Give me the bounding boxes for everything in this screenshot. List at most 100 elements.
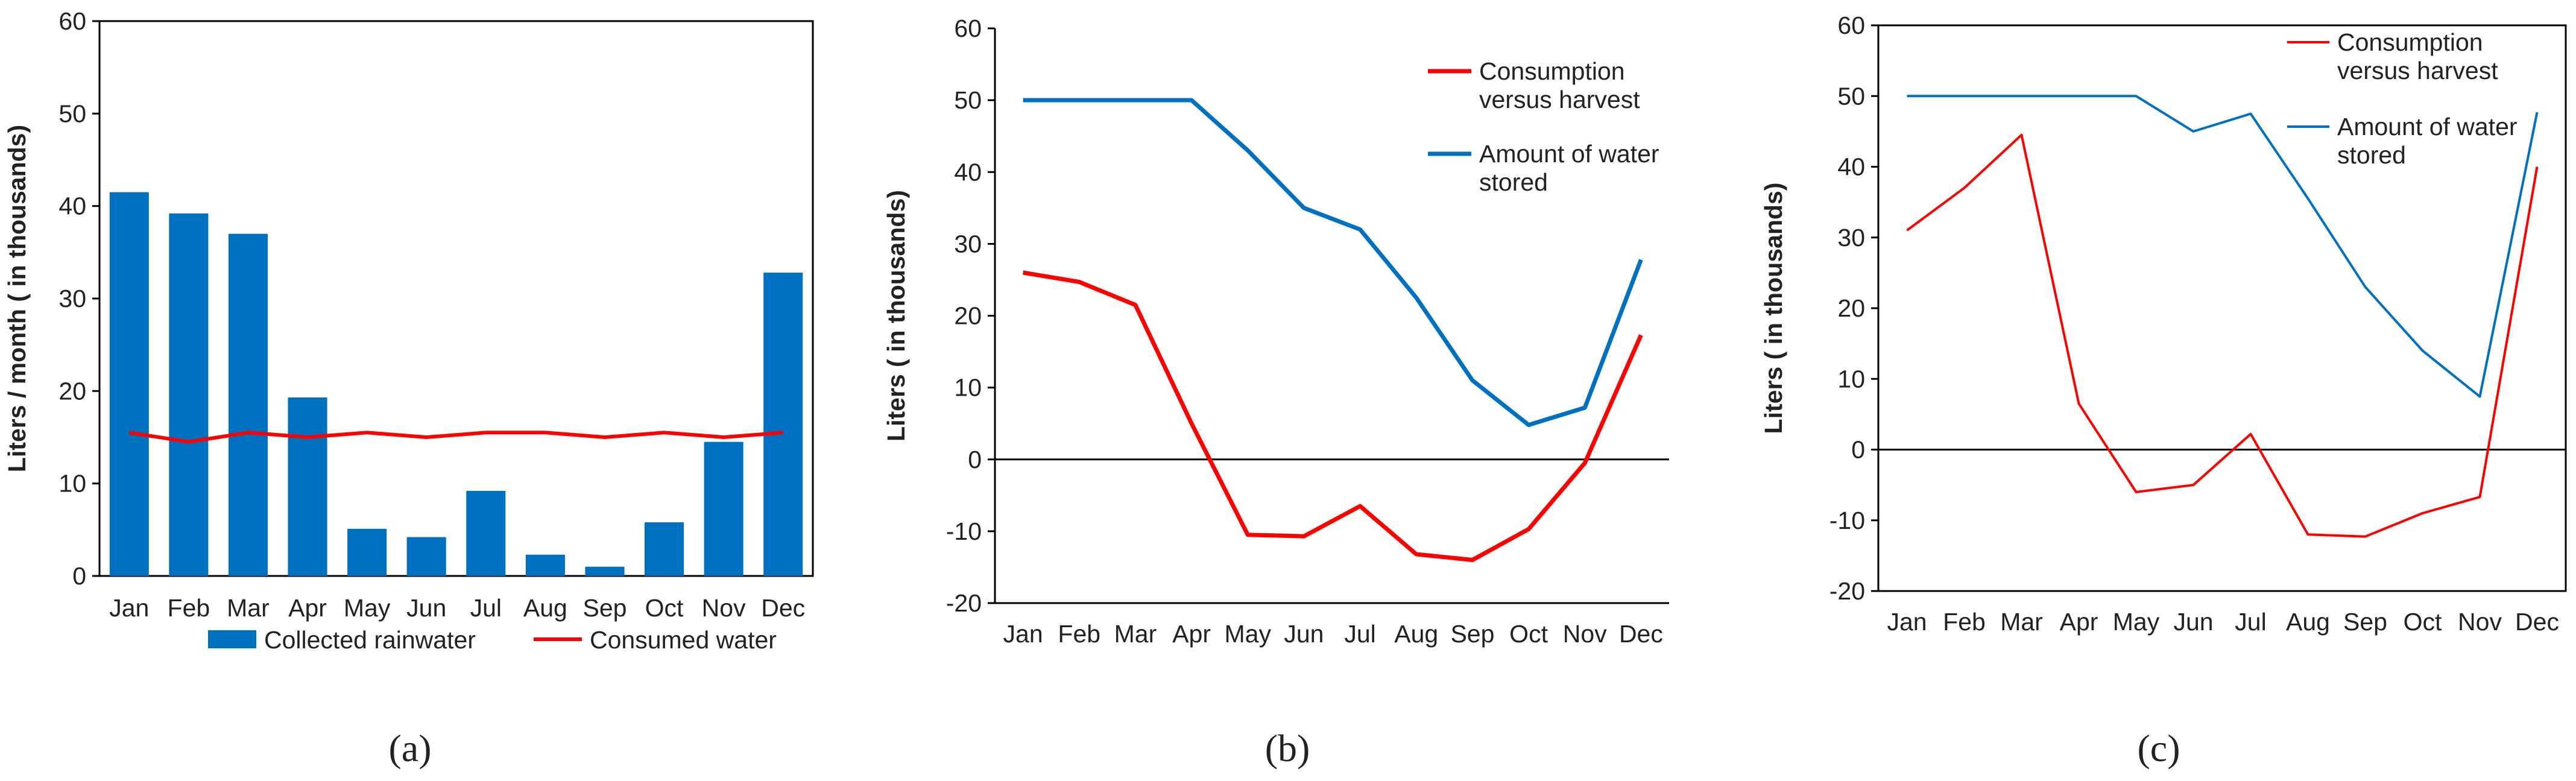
x-tick-label: Nov [1563,620,1607,648]
series-line-consumption-versus-harvest [1906,133,2539,538]
y-tick-label: 50 [1837,82,1865,110]
x-tick-label: Oct [2404,608,2442,636]
x-tick-label: Oct [1509,620,1548,648]
y-tick-label: 10 [954,374,982,402]
y-tick-label: 60 [954,14,982,42]
bar-collected-rainwater [406,537,446,576]
y-tick-label: 10 [1837,365,1865,393]
y-tick-label: 40 [1837,153,1865,181]
legend-label: Collected rainwater [264,626,476,654]
legend-label: Consumption [1479,57,1625,85]
x-tick-label: Aug [1394,620,1438,648]
x-tick-label: Oct [645,594,684,622]
caption-b: (b) [1265,727,1310,770]
plot-frame [1877,24,2567,592]
y-tick-label: 40 [58,192,86,220]
y-tick-label: 0 [1851,436,1865,464]
x-tick-label: Jan [1003,620,1043,648]
series-line-amount-of-water-stored [1907,95,2539,398]
x-tick-label: Apr [1172,620,1211,648]
y-tick-label: 40 [954,158,982,186]
y-tick-label: 20 [58,377,86,405]
x-tick-label: Jul [2235,608,2266,636]
x-tick-label: Sep [2343,608,2387,636]
bar-collected-rainwater [525,554,565,576]
x-tick-label: Jun [1284,620,1324,648]
y-axis-label: Liters / month ( in thousands) [3,125,31,472]
x-tick-label: Jul [1344,620,1375,648]
x-tick-label: Aug [2286,608,2330,636]
y-tick-label: -20 [1829,577,1865,605]
y-tick-label: -20 [946,589,982,617]
legend-label: versus harvest [1479,86,1640,113]
series-line-consumption-versus-harvest [1023,270,1643,562]
x-tick-label: Feb [1058,620,1100,648]
x-tick-label: Jan [109,594,149,622]
y-tick-label: 0 [968,446,982,473]
x-tick-label: Dec [2515,608,2559,636]
bar-collected-rainwater [585,566,625,576]
x-tick-label: Nov [702,594,746,622]
bar-collected-rainwater [288,397,327,576]
x-tick-label: Sep [1450,620,1494,648]
y-axis-label: Liters ( in thousands) [1760,183,1787,434]
legend-label: Consumption [2337,28,2483,56]
y-tick-label: 10 [58,470,86,498]
legend-label: Amount of water [1479,140,1659,168]
bar-collected-rainwater [466,490,506,576]
y-tick-label: -10 [946,517,982,545]
y-tick-label: 20 [1837,294,1865,322]
caption-a: (a) [388,727,431,770]
y-tick-label: 50 [58,100,86,127]
y-tick-label: 30 [954,230,982,258]
legend-swatch-bar [208,630,256,648]
x-tick-label: Dec [1619,620,1663,648]
x-tick-label: Sep [582,594,627,622]
x-tick-label: Apr [2060,608,2098,636]
legend-label: Amount of water [2337,113,2518,141]
series-line-amount-of-water-stored [1023,98,1643,428]
bar-collected-rainwater [645,522,684,576]
bar-collected-rainwater [704,441,743,576]
bar-collected-rainwater [228,233,268,577]
y-tick-label: 20 [954,302,982,330]
x-tick-label: Mar [2000,608,2043,636]
legend-label: Consumed water [590,626,777,654]
bar-collected-rainwater [109,192,149,577]
x-tick-label: Feb [168,594,210,622]
x-tick-label: Jan [1887,608,1927,636]
x-tick-label: Jun [406,594,446,622]
x-tick-label: May [1225,620,1272,648]
legend-label: versus harvest [2337,57,2498,84]
bar-collected-rainwater [169,213,209,576]
y-tick-label: 60 [58,7,86,35]
x-tick-label: Mar [1114,620,1157,648]
panel-c: -20 -10 0 10 20 30 40 50 60 Jan Feb Mar Apr May Jun Jul… [1760,11,2567,636]
y-tick-label: 0 [72,562,86,590]
x-tick-label: Feb [1943,608,1986,636]
legend-label: stored [2337,141,2406,169]
x-tick-label: May [2113,608,2160,636]
bar-collected-rainwater [763,273,803,576]
y-tick-label: 60 [1837,11,1865,39]
panel-a: 0 10 20 30 40 50 60 Jan Feb Mar Apr May Jun Jul Aug Sep… [3,7,814,654]
y-axis-label: Liters ( in thousands) [882,190,910,441]
caption-c: (c) [2137,727,2180,770]
y-tick-label: 50 [954,86,982,114]
x-tick-label: Dec [761,594,805,622]
y-tick-label: 30 [58,285,86,312]
series-line-consumed-water [128,431,783,444]
y-tick-label: 30 [1837,224,1865,251]
x-tick-label: Nov [2458,608,2502,636]
bar-collected-rainwater [347,528,387,576]
legend-label: stored [1479,168,1548,196]
x-tick-label: Mar [227,594,270,622]
x-tick-label: Aug [523,594,567,622]
y-tick-label: -10 [1829,507,1865,534]
x-tick-label: Apr [288,594,327,622]
x-tick-label: Jun [2173,608,2213,636]
x-tick-label: May [344,594,391,622]
panel-b: -20 -10 0 10 20 30 40 50 60 Jan Feb Mar Apr May Jun Jul… [882,14,1669,648]
x-tick-label: Jul [470,594,502,622]
